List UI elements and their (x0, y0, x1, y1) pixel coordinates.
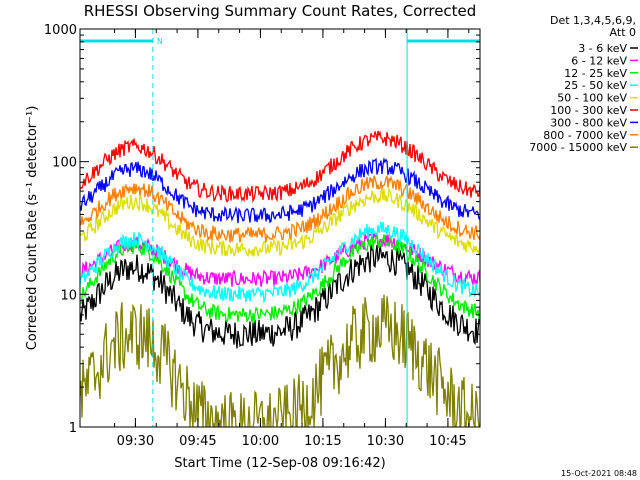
x-tick-label: 10:30 (367, 434, 404, 449)
x-axis-label: Start Time (12-Sep-08 09:16:42) (174, 456, 385, 471)
y-tick-label: 10 (60, 288, 77, 303)
y-tick-label: 1 (69, 421, 77, 436)
series-line-4 (80, 221, 480, 304)
legend-header: Det 1,3,4,5,6,9, (550, 14, 636, 27)
x-tick-label: 10:15 (304, 434, 341, 449)
legend-entry-label: 300 - 800 keV (550, 116, 627, 129)
y-axis: 1 10 100 1000 (44, 23, 480, 436)
plot-frame (79, 28, 481, 428)
legend-entry-label: 3 - 6 keV (578, 42, 627, 55)
series-line-8 (80, 174, 480, 243)
data-layer (80, 130, 480, 427)
x-axis: 09:30 09:45 10:00 10:15 10:30 10:45 (114, 29, 470, 449)
y-tick-label: 100 (52, 156, 77, 171)
series-line-7 (80, 157, 480, 224)
series-line-9 (80, 294, 480, 427)
y-tick-label: 1000 (44, 23, 77, 38)
night-bar-label: N (157, 37, 163, 46)
legend-entry-label: 25 - 50 keV (564, 79, 627, 92)
legend-entry-label: 12 - 25 keV (564, 67, 627, 80)
series-line-1 (80, 243, 480, 349)
x-tick-label: 09:45 (179, 434, 216, 449)
series-line-6 (80, 130, 480, 204)
x-tick-label: 10:45 (429, 434, 466, 449)
series-line-5 (80, 187, 480, 258)
legend-entry-label: 50 - 100 keV (557, 92, 627, 105)
legend-entry-label: 100 - 300 keV (550, 104, 627, 117)
x-tick-label: 09:30 (117, 434, 154, 449)
orbit-markers: N (79, 29, 481, 427)
legend-header: Att 0 (610, 26, 636, 39)
legend-entry-label: 6 - 12 keV (571, 54, 627, 67)
legend-entry-label: 7000 - 15000 keV (529, 141, 627, 154)
x-tick-label: 10:00 (242, 434, 279, 449)
legend-entry-label: 800 - 7000 keV (543, 129, 627, 142)
y-axis-label: Corrected Count Rate (s⁻¹ detector⁻¹) (25, 106, 40, 351)
footer-timestamp: 15-Oct-2021 08:48 (561, 469, 637, 478)
chart-title: RHESSI Observing Summary Count Rates, Co… (84, 2, 477, 20)
